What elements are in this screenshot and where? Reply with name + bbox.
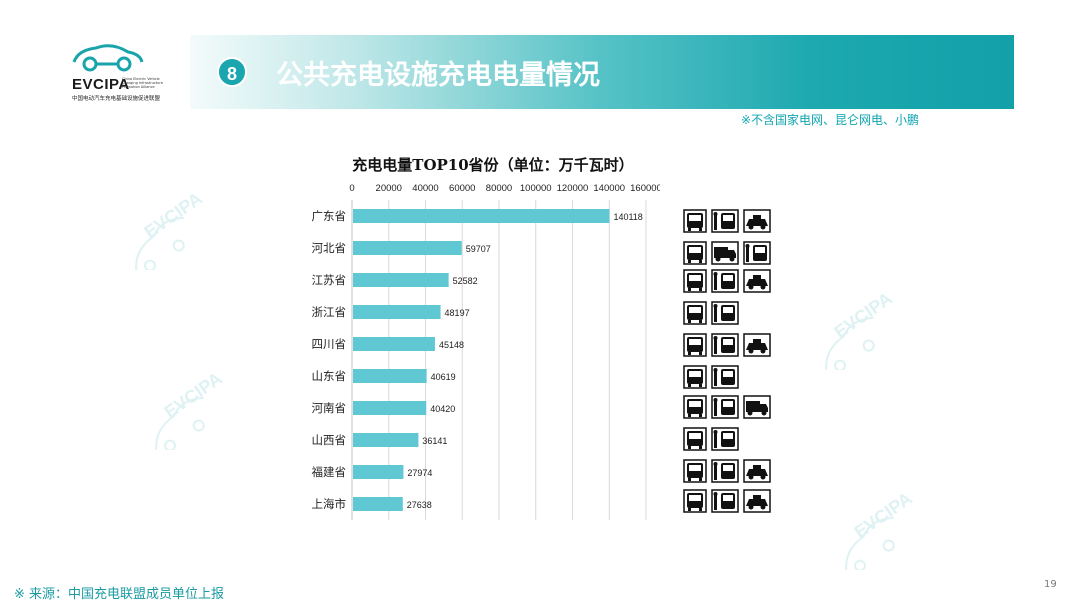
svg-text:EVCIPA: EVCIPA: [141, 190, 206, 242]
bus-icon: [682, 332, 708, 362]
bar: [353, 401, 427, 415]
bar: [353, 337, 435, 351]
data-label: 40619: [431, 372, 456, 382]
watermark-logo: EVCIPA: [800, 288, 940, 374]
category-label: 山西省: [312, 433, 347, 447]
data-label: 27638: [407, 500, 432, 510]
charger-bus-icon: [710, 394, 740, 424]
data-label: 36141: [422, 436, 447, 446]
data-label: 27974: [407, 468, 432, 478]
bus-icon: [682, 240, 708, 270]
charger-bus-icon: [710, 458, 740, 488]
charger-bus-icon: [742, 240, 772, 270]
bus-icon: [682, 458, 708, 488]
category-label: 河南省: [312, 401, 347, 415]
category-label: 江苏省: [312, 273, 347, 287]
x-tick-label: 80000: [486, 183, 512, 194]
truck-icon: [710, 240, 740, 270]
taxi-icon: [742, 488, 772, 518]
evcipa-logo: EVCIPA China Electric Vehicle Charging I…: [68, 40, 178, 106]
section-number-badge: 8: [217, 57, 247, 87]
bar: [353, 369, 427, 383]
logo-brand: EVCIPA: [72, 76, 130, 93]
watermark-logo: EVCIPA: [130, 368, 270, 454]
truck-icon: [742, 394, 772, 424]
chart-title: 充电电量TOP10省份（单位：万千瓦时）: [352, 156, 633, 174]
data-label: 40420: [430, 404, 455, 414]
province-charging-bar-chart: 充电电量TOP10省份（单位：万千瓦时） 0 20000 40000 60000 800…: [312, 156, 660, 520]
bar: [353, 241, 462, 255]
bus-icon: [682, 426, 708, 456]
x-tick-label: 0: [349, 183, 354, 194]
data-label: 52582: [453, 276, 478, 286]
chart-gridlines: [351, 200, 647, 520]
data-label: 140118: [613, 212, 642, 222]
bus-icon: [682, 488, 708, 518]
charger-bus-icon: [710, 332, 740, 362]
category-label: 浙江省: [312, 305, 347, 319]
category-label: 山东省: [312, 369, 347, 383]
bar: [353, 497, 403, 511]
chart-bars: 广东省 140118 河北省 59707 江苏省 52582 浙江省 48197 四川省 4514…: [312, 209, 643, 511]
bus-icon: [682, 268, 708, 298]
watermark-logo: EVCIPA: [110, 188, 250, 274]
vehicle-type-icons: [682, 208, 792, 518]
category-label: 四川省: [312, 337, 347, 351]
bar: [353, 273, 449, 287]
charger-bus-icon: [710, 426, 740, 456]
page-number: 19: [1044, 579, 1057, 590]
category-label: 上海市: [312, 497, 347, 511]
bar: [353, 305, 441, 319]
category-label: 福建省: [312, 465, 347, 479]
bar: [353, 209, 610, 223]
charger-bus-icon: [710, 300, 740, 330]
x-tick-label: 100000: [520, 183, 552, 194]
title-banner: [190, 35, 1014, 109]
data-label: 59707: [466, 244, 491, 254]
svg-text:EVCIPA: EVCIPA: [831, 290, 896, 342]
category-label: 河北省: [312, 241, 347, 255]
charger-bus-icon: [710, 488, 740, 518]
bar: [353, 465, 404, 479]
x-tick-label: 120000: [557, 183, 589, 194]
x-tick-label: 140000: [593, 183, 625, 194]
bus-icon: [682, 364, 708, 394]
watermark-logo: EVCIPA: [820, 488, 960, 574]
taxi-icon: [742, 208, 772, 238]
bus-icon: [682, 208, 708, 238]
x-tick-label: 20000: [376, 183, 402, 194]
taxi-icon: [742, 332, 772, 362]
data-label: 45148: [439, 340, 464, 350]
logo-subtitle-en: China Electric Vehicle Charging Infrastr…: [122, 77, 163, 89]
exclusion-note: ※不含国家电网、昆仑网电、小鹏: [741, 113, 920, 127]
data-label: 48197: [445, 308, 470, 318]
x-tick-label: 160000: [630, 183, 660, 194]
x-tick-label: 40000: [412, 183, 438, 194]
svg-text:EVCIPA: EVCIPA: [161, 370, 226, 422]
taxi-icon: [742, 458, 772, 488]
charger-bus-icon: [710, 364, 740, 394]
charger-bus-icon: [710, 208, 740, 238]
svg-text:EVCIPA: EVCIPA: [851, 490, 916, 542]
x-tick-label: 60000: [449, 183, 475, 194]
page-title: 公共充电设施充电电量情况: [276, 60, 600, 91]
category-label: 广东省: [312, 209, 347, 223]
bar: [353, 433, 419, 447]
bus-icon: [682, 394, 708, 424]
logo-subtitle-cn: 中国电动汽车充电基础设施促进联盟: [72, 96, 161, 102]
taxi-icon: [742, 268, 772, 298]
source-note: ※ 来源：中国充电联盟成员单位上报: [14, 587, 225, 602]
charger-bus-icon: [710, 268, 740, 298]
bus-icon: [682, 300, 708, 330]
chart-x-ticks: 0 20000 40000 60000 80000 100000 120000 140000 1…: [349, 183, 660, 194]
ev-car-plug-icon: [72, 44, 144, 72]
